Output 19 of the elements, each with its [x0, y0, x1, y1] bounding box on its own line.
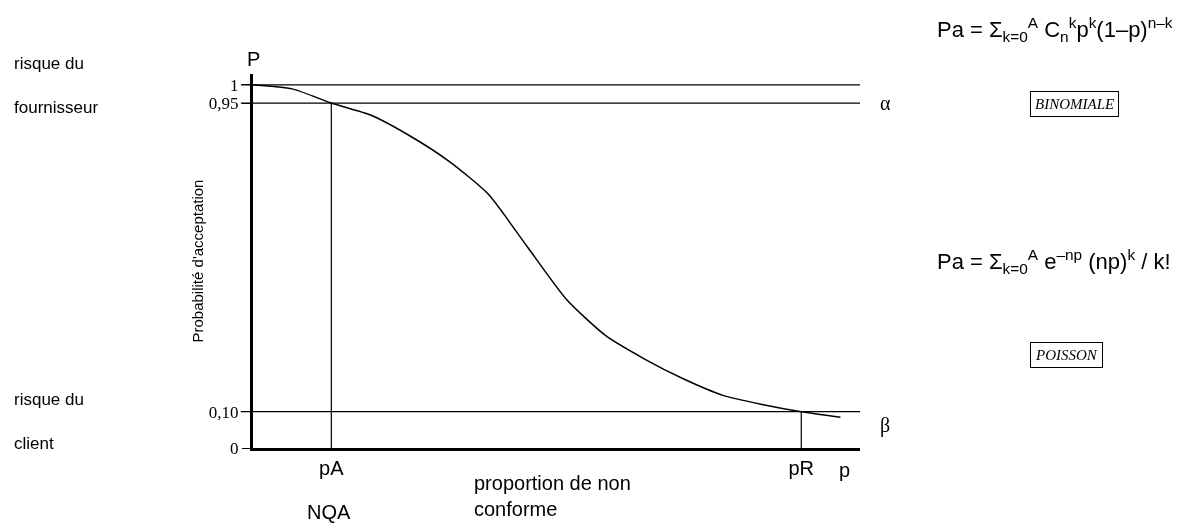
text: NQA — [307, 501, 351, 523]
ref-line-label: α — [880, 92, 891, 114]
text: risque du client — [14, 390, 84, 454]
y-tick-label: 1 — [230, 75, 239, 95]
x-axis-title: proportion de non conforme — [474, 472, 631, 520]
text: Pa = Σ$_{k=0}$$^{A}$ e$^{–np}$ (np)$^{k}$ / k! — [937, 246, 1171, 277]
y-axis-title: Probabilité d'acceptation — [189, 179, 207, 343]
text: Pa = Σ$_{k=0}$$^{A}$ C$_{n}$$^{k}$p$^{k}$(1–p)$^{n–k}$ — [937, 14, 1173, 45]
ref-line-label: β — [880, 414, 891, 437]
y-tick-label: 0 — [230, 438, 239, 458]
text: POISSON — [1035, 347, 1098, 363]
x-tick-label: pR — [788, 457, 815, 479]
x-tick-label: pA — [319, 457, 345, 479]
text: risque du fournisseur — [14, 54, 99, 118]
y-tick-label: 0,95 — [208, 94, 239, 113]
y-tick-label: 0,10 — [208, 402, 239, 422]
text: P — [247, 48, 261, 70]
text: p — [839, 459, 851, 481]
text: BINOMIALE — [1035, 96, 1115, 112]
